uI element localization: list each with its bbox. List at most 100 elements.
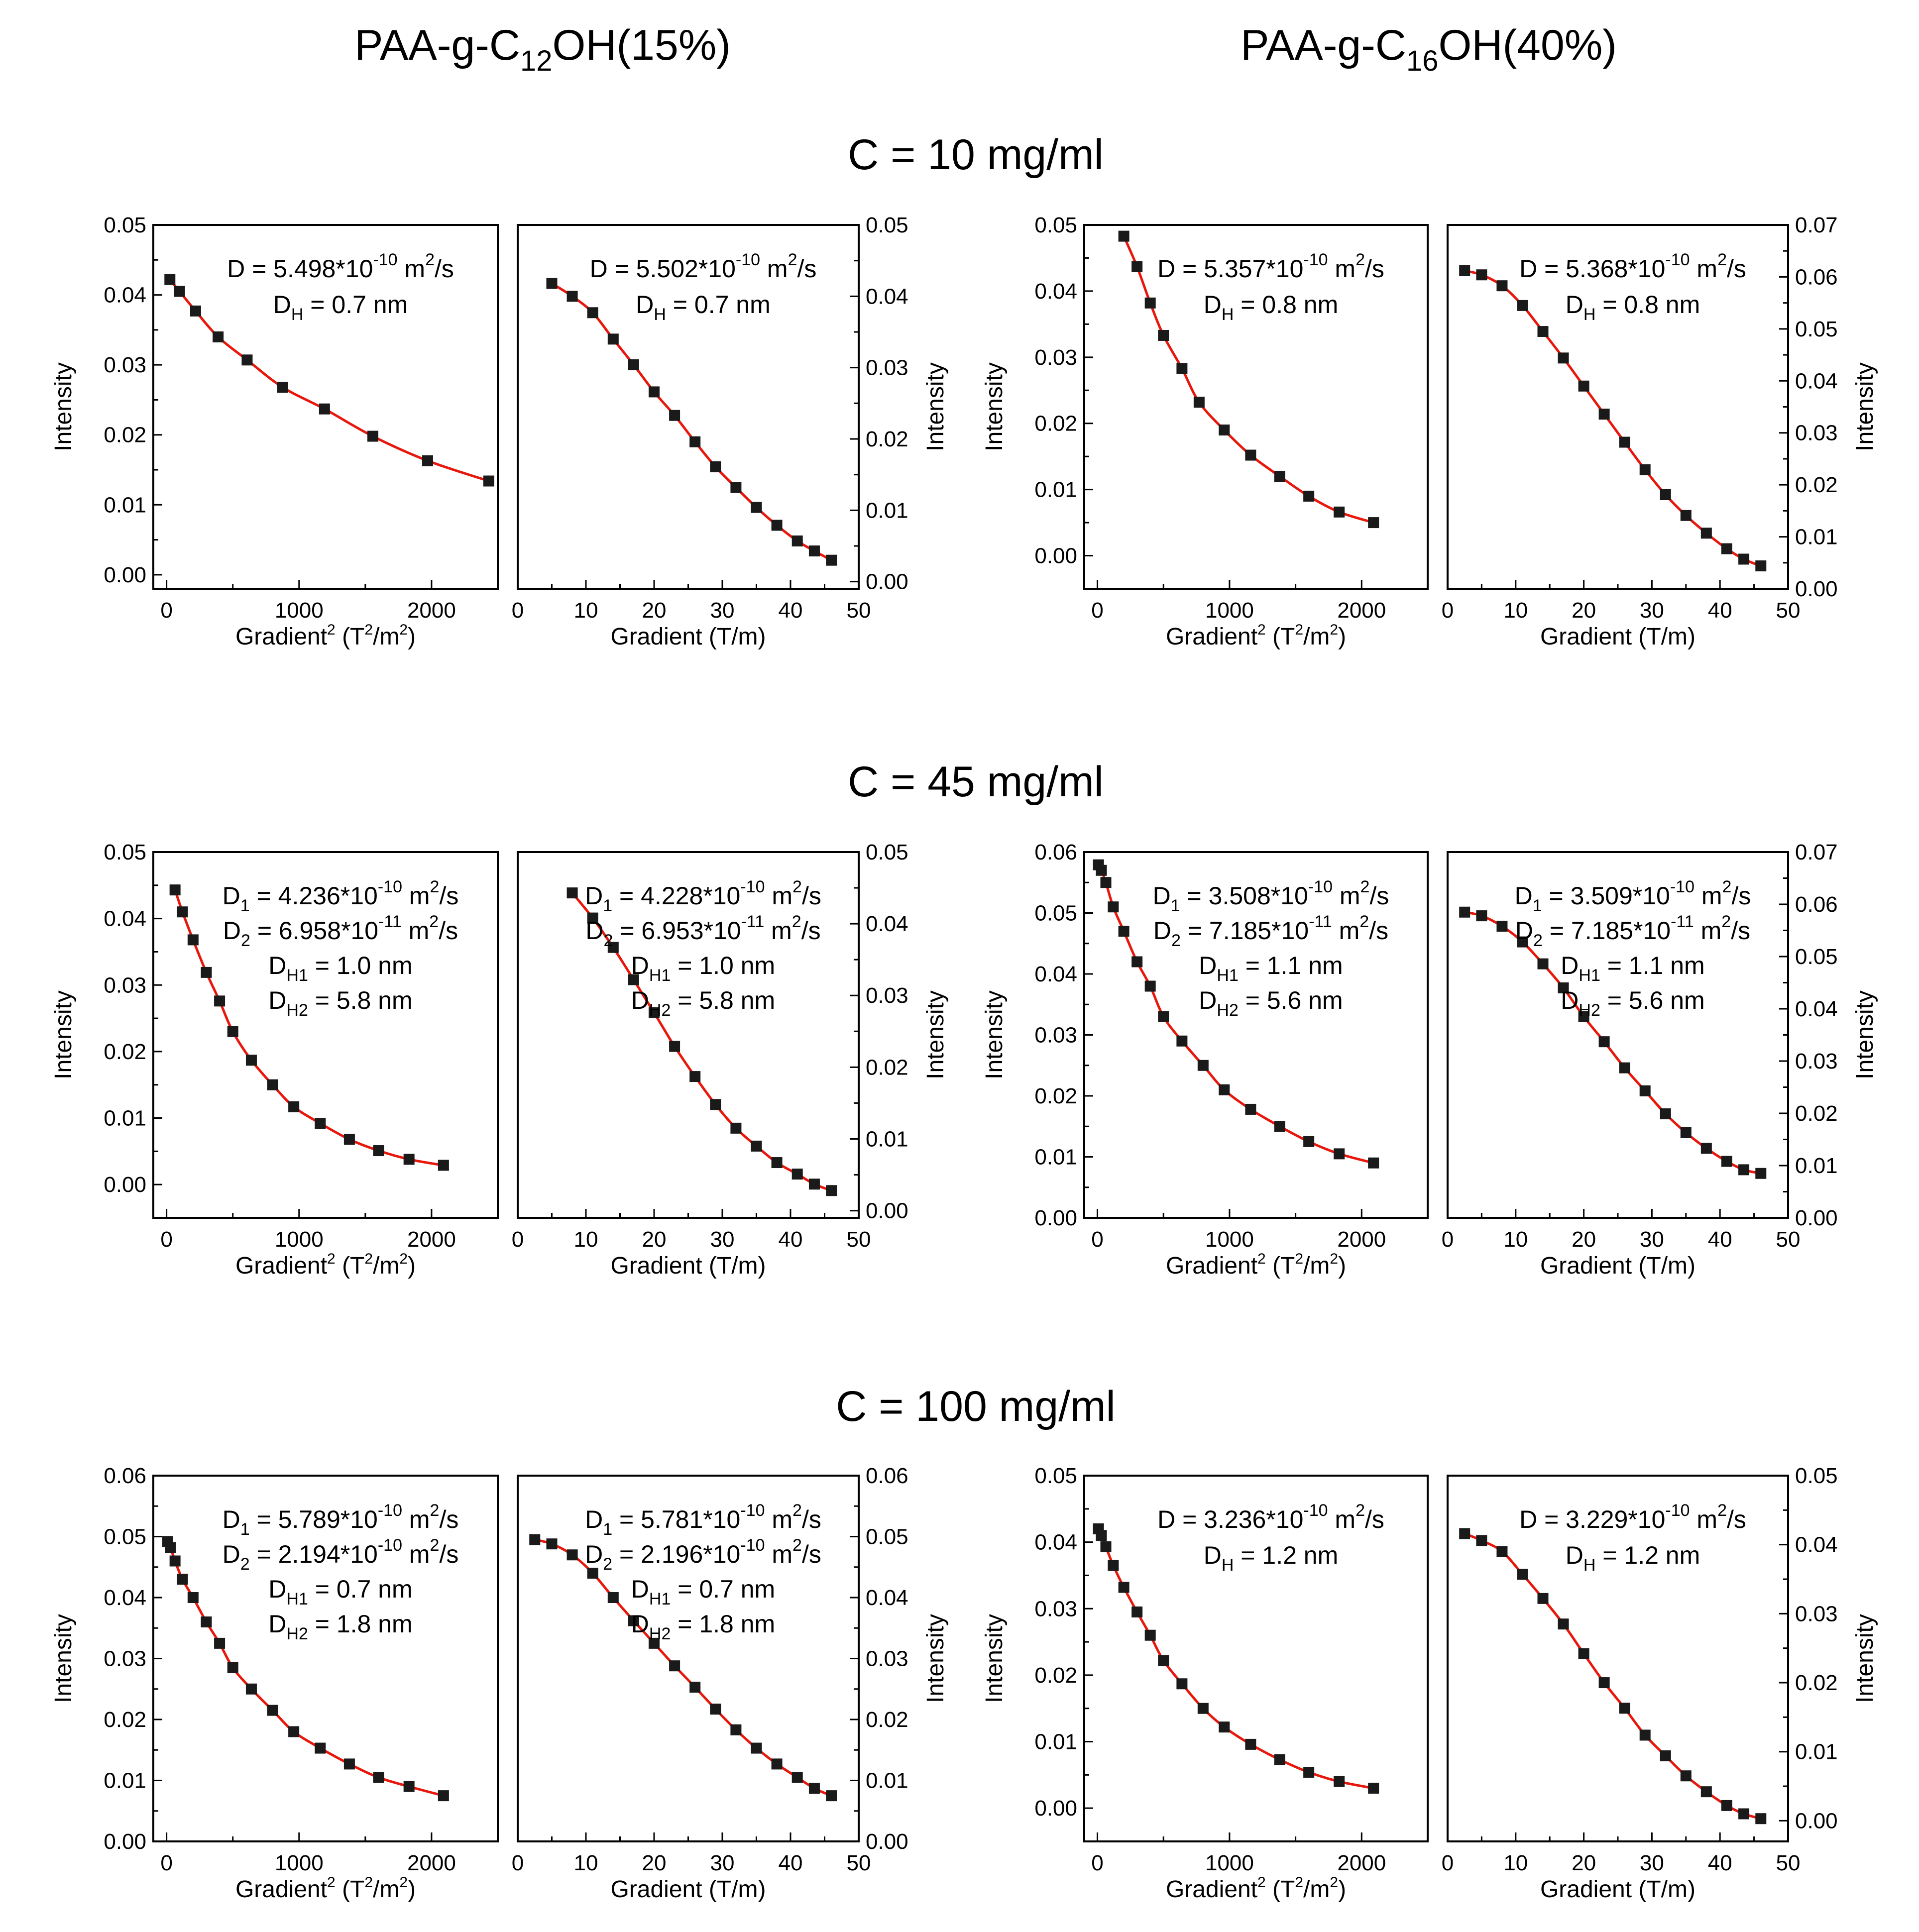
data-point [1176,363,1188,374]
ann-text: D [268,1610,286,1638]
x-tick-label: 0 [1442,1851,1454,1875]
x-tick-label: 2000 [1337,598,1386,623]
ann-sup: 2 [425,250,435,269]
xlabel-unit-sup: 2 [364,1251,373,1267]
data-point [1700,1786,1712,1798]
x-tick-label: 1000 [275,598,324,623]
y-tick-label: 0.00 [1034,544,1077,568]
ann-text: D [631,952,649,979]
ann-text: /s [1731,917,1750,945]
y-tick-label: 0.02 [104,1040,146,1064]
data-point [1700,528,1712,539]
ann-text: = 0.8 nm [1595,291,1700,319]
xlabel-unit: ) [1338,1876,1346,1903]
y-tick-label: 0.00 [866,570,908,594]
ann-sup: 2 [1359,912,1369,931]
y-axis-label: Intensity [981,362,1008,451]
data-point [751,1742,762,1754]
ann-sub: H2 [1579,1001,1600,1020]
data-point [1517,300,1528,311]
data-point [1755,1168,1767,1179]
ann-sup: 2 [1722,877,1732,896]
ann-sup: -10 [378,1501,402,1520]
data-point [1144,297,1156,309]
ann-sub: 2 [1533,931,1543,950]
y-axis-label: Intensity [50,1614,77,1703]
data-point [1274,1121,1285,1132]
data-point [1738,1808,1750,1820]
ann-text: /s [439,917,458,945]
y-tick-label: 0.05 [866,840,908,864]
x-tick-label: 50 [847,1227,871,1252]
annotation-line: DH2 = 5.6 nm [1561,986,1704,1020]
x-axis-label: Gradient2 (T2/m2) [1166,1251,1346,1279]
data-point [669,1660,680,1672]
x-tick-label: 1000 [1205,598,1254,623]
xlabel-unit-sup: 2 [1330,1251,1338,1267]
annotation-line: D1 = 3.508*10-10 m2/s [1153,877,1389,915]
x-tick-label: 1000 [275,1227,324,1252]
y-tick-label: 0.07 [1795,840,1838,864]
y-tick-label: 0.03 [1795,1602,1838,1626]
y-tick-label: 0.01 [104,1106,146,1131]
annotation-line: D2 = 2.194*10-10 m2/s [223,1536,459,1574]
data-point [1176,1035,1188,1047]
data-point [213,331,224,342]
data-point [201,966,212,978]
data-point [566,291,578,302]
ann-text: = 5.6 nm [1239,986,1343,1014]
ann-text: m [765,882,792,910]
data-point [1517,1569,1528,1580]
y-tick-label: 0.03 [1795,1049,1838,1073]
annotation-line: DH1 = 1.0 nm [631,952,775,985]
ann-text: = 1.1 nm [1239,952,1343,979]
data-point [1558,982,1569,993]
x-tick-label: 50 [847,598,871,623]
y-tick-label: 0.01 [1795,1154,1838,1178]
xlabel-unit-sup: 2 [399,622,408,638]
fit-curve [551,282,832,561]
data-point [1738,1164,1750,1176]
x-tick-label: 20 [1572,1227,1596,1252]
x-tick-label: 50 [1776,598,1801,623]
ann-text: = 1.8 nm [308,1610,413,1638]
data-point [1303,490,1315,502]
ann-text: D [585,1540,603,1568]
data-point [1558,352,1569,364]
data-point [1131,956,1143,967]
ann-text: = 1.2 nm [1234,1541,1338,1569]
ann-text: D [1199,952,1217,979]
ann-text: = 2.196*10 [612,1540,740,1568]
column-title: PAA-g-C16OH(40%) [1241,21,1617,77]
data-point [169,1555,181,1567]
y-tick-label: 0.06 [866,1464,908,1488]
data-point [1197,1060,1209,1071]
data-point [177,1574,188,1585]
data-point [791,1772,803,1783]
x-tick-label: 40 [779,1227,803,1252]
data-point [1176,1678,1188,1690]
ann-text: /s [1369,882,1389,910]
data-point [201,1616,212,1627]
ann-sup: 2 [1721,912,1731,931]
y-tick-label: 0.00 [104,563,146,587]
x-tick-label: 1000 [1205,1227,1254,1252]
data-point [169,884,181,896]
ann-text: /s [802,1540,821,1568]
ann-sup: -10 [378,1536,402,1555]
data-point [214,1637,226,1649]
xlabel-unit: ) [1338,1253,1346,1279]
data-point [1755,1813,1767,1825]
x-tick-label: 1000 [1205,1851,1254,1875]
ann-text: D [631,1575,649,1603]
chart-panel-r3c2: 0 10 20 30 40 500.00 0.01 0.02 0.03 0.04 0.05 0.06 I… [512,1464,949,1903]
data-point [771,1758,783,1770]
data-point [546,278,558,289]
y-axis-label: Intensity [922,1614,949,1703]
xlabel-unit: ) [408,624,416,650]
ann-sup: 2 [430,1536,440,1555]
data-point [288,1101,300,1112]
x-tick-label: 0 [1442,598,1454,623]
data-point [267,1705,278,1716]
